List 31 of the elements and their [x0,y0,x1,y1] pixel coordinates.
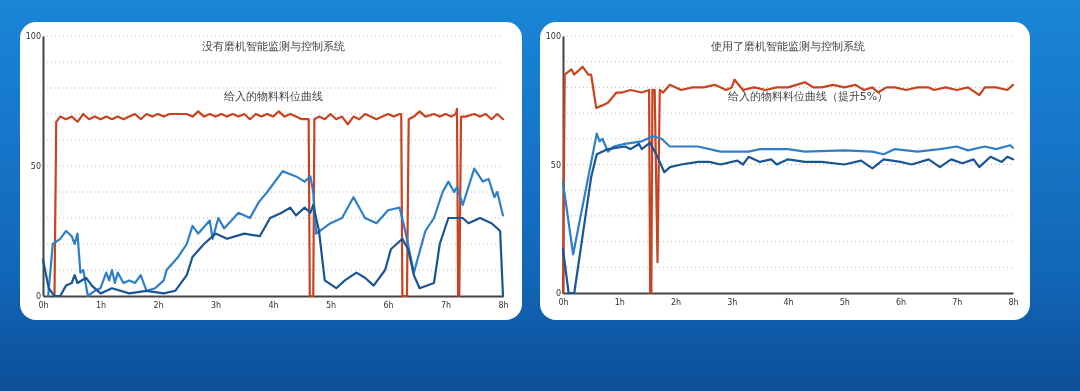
x-tick-label: 7h [440,300,452,310]
x-tick-label: 5h [325,300,337,310]
chart-title: 没有磨机智能监测与控制系统 [201,40,345,53]
x-tick-label: 3h [727,297,738,307]
y-tick-label: 100 [25,32,41,42]
y-tick-label: 0 [35,292,41,302]
x-tick-label: 5h [839,297,850,307]
x-tick-label: 4h [783,297,794,307]
x-tick-label: 8h [1008,297,1019,307]
x-tick-label: 6h [895,297,907,307]
x-tick-label: 0h [558,297,569,307]
x-tick-label: 6h [383,300,394,310]
x-tick-label: 3h [210,300,222,310]
y-tick-label: 0 [555,289,561,299]
annotation: 给入的物料料位曲线（提升5%） [727,90,889,103]
x-tick-label: 2h [153,300,164,310]
line-series [53,107,505,298]
x-tick-label: 0h [38,300,49,310]
y-tick-label: 50 [550,160,561,170]
line-series [47,167,505,298]
x-tick-label: 1h [614,297,625,307]
x-tick-label: 1h [95,300,107,310]
y-tick-label: 100 [545,32,561,42]
line-series [561,132,1015,256]
x-tick-label: 7h [952,297,963,307]
x-tick-label: 4h [268,300,279,310]
chart-title: 使用了磨机智能监测与控制系统 [711,40,865,53]
y-tick-label: 50 [30,162,41,172]
annotation: 给入的物料料位曲线 [223,90,323,103]
x-tick-label: 8h [498,300,509,310]
x-tick-label: 2h [670,297,682,307]
